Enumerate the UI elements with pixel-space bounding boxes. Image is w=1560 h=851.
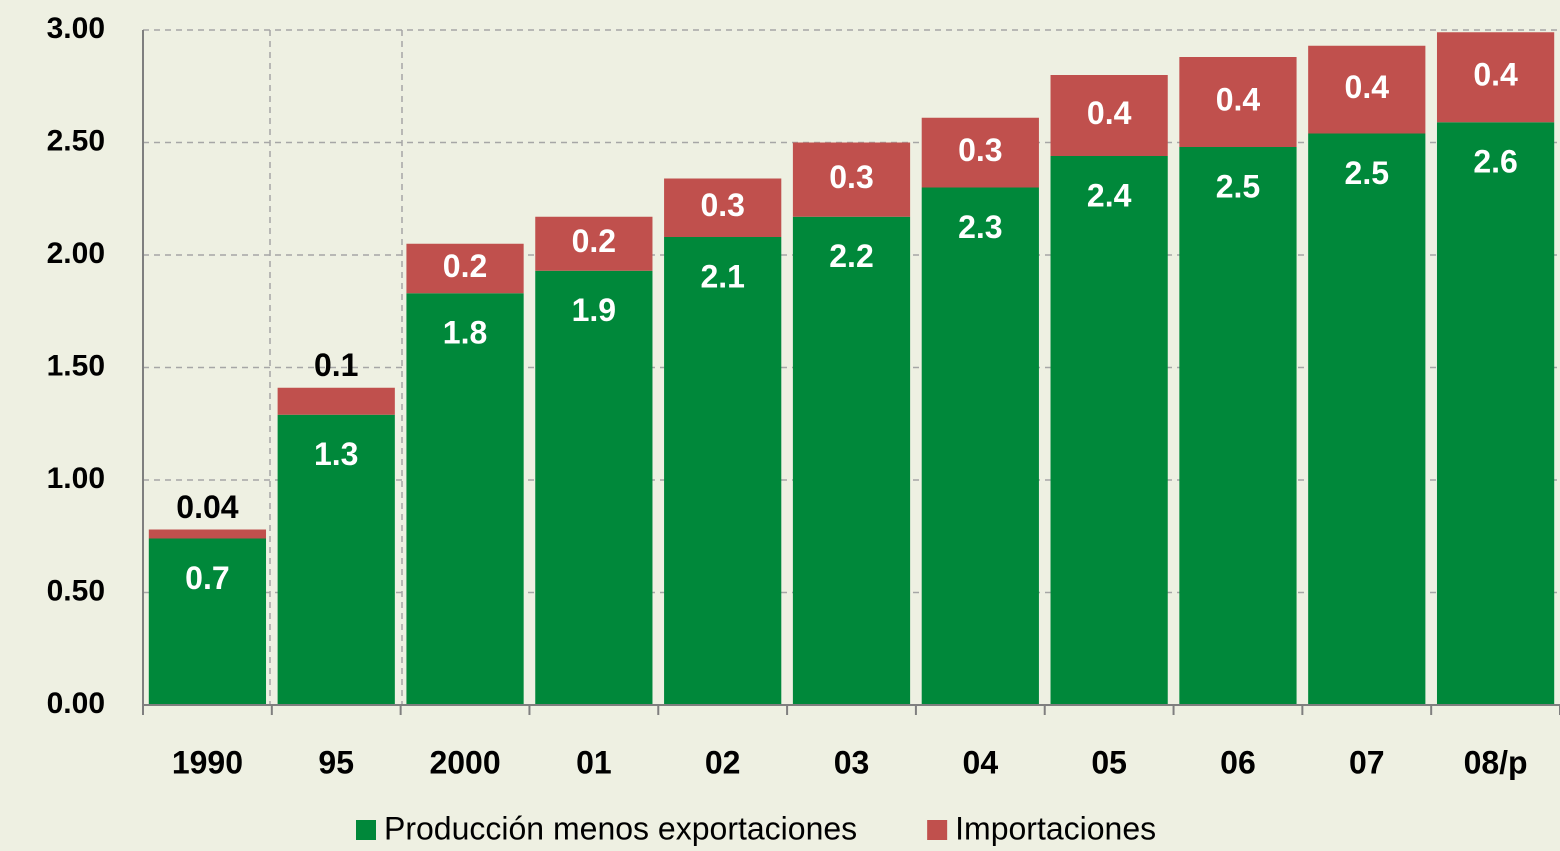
bar-segment xyxy=(1436,122,1555,705)
x-tick-label: 95 xyxy=(318,744,354,780)
bar-segment xyxy=(148,538,267,705)
bar-segment xyxy=(921,117,1039,188)
bar-segment xyxy=(1179,57,1297,147)
bar-segment xyxy=(921,187,1039,705)
bar-segment xyxy=(406,243,524,294)
data-label: 2.2 xyxy=(829,238,873,274)
data-label: 0.1 xyxy=(314,347,358,383)
bar-segment xyxy=(792,142,911,217)
bar-segment xyxy=(1308,133,1426,705)
x-tick-label: 07 xyxy=(1349,744,1385,780)
bar-segment xyxy=(148,529,267,539)
data-label: 1.8 xyxy=(443,315,487,351)
y-tick-label: 1.50 xyxy=(47,349,105,382)
x-tick-label: 03 xyxy=(834,744,870,780)
data-label: 2.1 xyxy=(700,258,744,294)
data-label: 2.5 xyxy=(1216,168,1260,204)
bar-segment xyxy=(406,293,524,705)
data-label: 0.2 xyxy=(443,248,487,284)
y-tick-label: 0.50 xyxy=(47,574,105,607)
y-tick-label: 0.00 xyxy=(47,687,105,720)
bar-segment xyxy=(664,237,782,705)
x-tick-label: 02 xyxy=(705,744,741,780)
data-label: 0.04 xyxy=(176,489,238,525)
legend-swatch xyxy=(356,820,376,840)
data-label: 2.3 xyxy=(958,209,1002,245)
data-label: 0.4 xyxy=(1087,95,1132,131)
data-label: 0.2 xyxy=(572,223,616,259)
data-label: 2.4 xyxy=(1087,177,1132,213)
x-tick-label: 04 xyxy=(963,744,999,780)
y-tick-label: 3.00 xyxy=(47,12,105,45)
x-tick-label: 1990 xyxy=(172,744,243,780)
x-tick-label: 05 xyxy=(1091,744,1127,780)
data-label: 0.4 xyxy=(1345,69,1390,105)
data-label: 2.6 xyxy=(1473,144,1517,180)
legend-label: Importaciones xyxy=(955,810,1156,846)
bar-segment xyxy=(792,216,911,705)
data-label: 0.3 xyxy=(958,132,1002,168)
y-tick-label: 1.00 xyxy=(47,462,105,495)
data-label: 0.4 xyxy=(1473,57,1518,93)
data-label: 0.3 xyxy=(829,159,873,195)
legend-label: Producción menos exportaciones xyxy=(384,810,857,846)
y-tick-label: 2.50 xyxy=(47,124,105,157)
data-label: 0.4 xyxy=(1216,81,1261,117)
bar-segment xyxy=(1179,147,1297,705)
bar-segment xyxy=(1308,45,1426,134)
bar-segment xyxy=(535,216,653,271)
bar-segment xyxy=(1436,32,1555,123)
x-tick-label: 2000 xyxy=(429,744,500,780)
bar-segment xyxy=(277,387,395,415)
x-tick-label: 08/p xyxy=(1464,744,1528,780)
bar-segment xyxy=(535,270,653,705)
bar-segment xyxy=(1050,156,1168,705)
x-tick-label: 06 xyxy=(1220,744,1256,780)
bar-segment xyxy=(277,414,395,705)
data-label: 1.9 xyxy=(572,292,616,328)
data-label: 2.5 xyxy=(1345,155,1389,191)
data-label: 1.3 xyxy=(314,436,358,472)
data-label: 0.7 xyxy=(185,560,229,596)
bar-segment xyxy=(1050,75,1168,156)
bar-segment xyxy=(664,178,782,237)
data-label: 0.3 xyxy=(700,187,744,223)
y-tick-label: 2.00 xyxy=(47,237,105,270)
legend-swatch xyxy=(927,820,948,840)
x-tick-label: 01 xyxy=(576,744,612,780)
